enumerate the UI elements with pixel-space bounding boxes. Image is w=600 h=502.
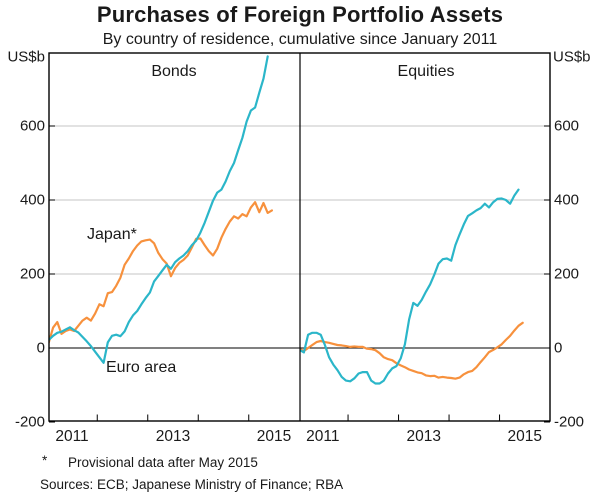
y-tick-label-left-0: 0 <box>36 339 45 357</box>
sources-text: Sources: ECB; Japanese Ministry of Finan… <box>40 477 344 492</box>
y-tick-label-right-600: 600 <box>554 117 580 135</box>
y-axis-unit-left: US$b <box>7 48 45 66</box>
y-axis-unit-right: US$b <box>553 48 591 66</box>
equities-euro-area-line <box>300 188 520 385</box>
x-tick-label-equities-2011: 2011 <box>306 428 340 445</box>
x-tick-label-equities-2015: 2015 <box>507 428 543 445</box>
chart-title: Purchases of Foreign Portfolio Assets <box>96 2 504 27</box>
y-tick-label-left-600: 600 <box>19 117 45 135</box>
bonds-euro-area-line <box>49 55 269 364</box>
panel-title-bonds: Bonds <box>151 63 197 80</box>
equities-japan-line <box>300 321 524 380</box>
x-tick-label-bonds-2015: 2015 <box>256 428 292 445</box>
footnote-marker: * <box>42 453 48 468</box>
y-tick-label-right-0: 0 <box>554 339 563 357</box>
y-tick-label-right-400: 400 <box>554 191 580 209</box>
bonds-japan-line <box>49 201 273 344</box>
series-label-euro-area: Euro area <box>106 359 177 376</box>
footnote-text: Provisional data after May 2015 <box>68 455 258 470</box>
y-tick-label-left--200: -200 <box>14 413 45 431</box>
y-tick-label-left-200: 200 <box>19 265 45 283</box>
panel-title-equities: Equities <box>397 63 455 80</box>
y-tick-label-right-200: 200 <box>554 265 580 283</box>
chart-subtitle: By country of residence, cumulative sinc… <box>102 31 498 48</box>
y-tick-label-right--200: -200 <box>554 413 585 431</box>
series-label-japan: Japan* <box>87 226 137 243</box>
x-tick-label-equities-2013: 2013 <box>406 428 442 445</box>
x-tick-label-bonds-2013: 2013 <box>155 428 191 445</box>
y-tick-label-left-400: 400 <box>19 191 45 209</box>
x-tick-label-bonds-2011: 2011 <box>55 428 89 445</box>
